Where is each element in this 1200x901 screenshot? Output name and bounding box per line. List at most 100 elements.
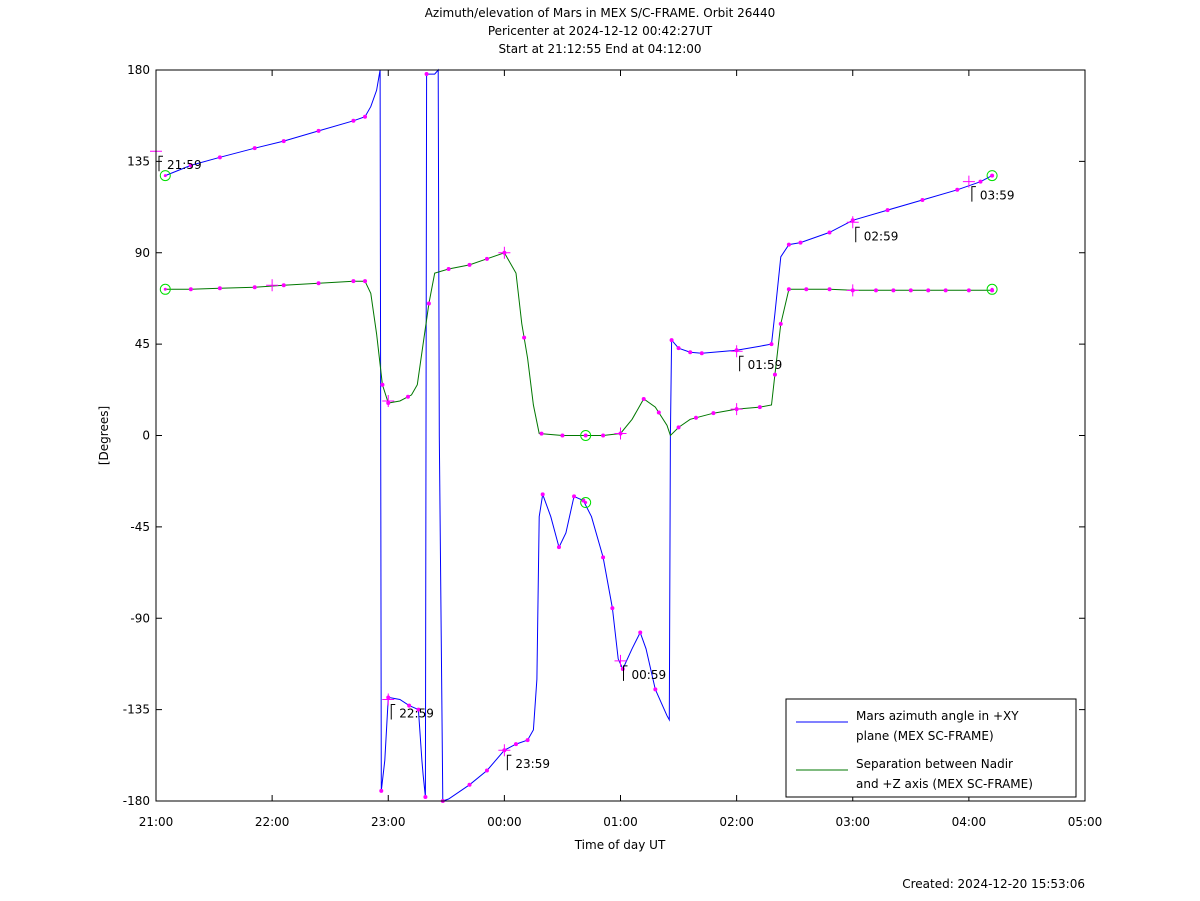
series-point xyxy=(786,287,791,292)
y-tick-label: 45 xyxy=(135,337,150,351)
series-point xyxy=(363,279,368,284)
series-point xyxy=(556,545,561,550)
x-tick-label: 02:00 xyxy=(719,815,754,829)
plot-frame xyxy=(155,69,1086,802)
series-point xyxy=(620,667,625,672)
hour-cross-marker xyxy=(614,427,627,440)
series-point xyxy=(484,256,489,261)
time-annotation-arrow xyxy=(158,155,163,172)
series-point xyxy=(688,350,693,355)
series-point xyxy=(539,431,544,436)
orbit-event-point xyxy=(163,174,167,178)
legend-box xyxy=(785,698,1077,798)
y-tick-label: -90 xyxy=(130,611,150,625)
hour-cross-marker xyxy=(846,216,859,229)
orbit-event-point xyxy=(584,501,588,505)
orbit-event-marker xyxy=(580,497,592,509)
chart-title-line: Pericenter at 2024-12-12 00:42:27UT xyxy=(488,24,713,38)
x-tick-label: 22:00 xyxy=(255,815,290,829)
legend-entry-text: Separation between Nadir xyxy=(856,757,1013,771)
hour-cross-marker xyxy=(498,246,511,259)
time-annotation-label: 01:59 xyxy=(748,358,783,372)
series-point xyxy=(769,342,774,347)
time-annotation-label: 00:59 xyxy=(632,668,667,682)
series-point xyxy=(525,738,530,743)
time-annotation-label: 03:59 xyxy=(980,189,1015,203)
series-point xyxy=(522,335,527,340)
x-tick-label: 00:00 xyxy=(487,815,522,829)
series-point xyxy=(827,230,832,235)
series-point xyxy=(217,286,222,291)
series-point xyxy=(426,301,431,306)
y-tick-label: -180 xyxy=(123,794,150,808)
series-point xyxy=(188,163,193,168)
x-tick-label: 05:00 xyxy=(1068,815,1103,829)
chart-title-line: Start at 21:12:55 End at 04:12:00 xyxy=(498,42,701,56)
time-annotation-label: 22:59 xyxy=(399,706,434,720)
series-point xyxy=(407,703,412,708)
time-annotation-arrow xyxy=(623,665,628,681)
series-point xyxy=(786,242,791,247)
series-point xyxy=(281,139,286,144)
y-tick-label: 180 xyxy=(127,63,150,77)
series-point xyxy=(351,279,356,284)
series-point xyxy=(217,155,222,160)
hour-cross-marker xyxy=(846,284,859,297)
series-point xyxy=(699,351,704,356)
orbit-event-marker xyxy=(986,283,998,295)
series-point xyxy=(676,346,681,351)
series-point xyxy=(656,410,661,415)
series-point xyxy=(885,208,890,213)
time-annotation-label: 02:59 xyxy=(864,229,899,243)
series-point xyxy=(380,382,385,387)
series-point xyxy=(188,287,193,292)
y-tick-label: -45 xyxy=(130,520,150,534)
time-annotation-arrow xyxy=(390,703,396,720)
series-point xyxy=(891,288,896,293)
created-timestamp: Created: 2024-12-20 15:53:06 xyxy=(902,877,1085,891)
series-point xyxy=(540,492,545,497)
legend-entry-text: and +Z axis (MEX SC-FRAME) xyxy=(856,777,1033,791)
hour-cross-marker xyxy=(730,403,743,416)
chart-markers: 21:59 22:59 23:59 00:59 01:59 02:59 03:59 xyxy=(150,72,1014,803)
legend: Mars azimuth angle in +XY plane (MEX SC-F… xyxy=(785,698,1077,798)
series-point xyxy=(484,768,489,773)
series-point xyxy=(926,288,931,293)
orbit-event-point xyxy=(990,174,994,178)
series-point xyxy=(669,338,674,343)
orbit-event-marker xyxy=(159,170,171,182)
time-annotation-label: 21:59 xyxy=(167,158,202,172)
hour-cross-marker xyxy=(730,345,743,358)
series-point xyxy=(316,281,321,286)
time-annotation-arrow xyxy=(739,355,744,372)
orbit-event-marker xyxy=(159,283,171,295)
series-point xyxy=(873,288,878,293)
orbit-event-point xyxy=(990,287,994,291)
hour-cross-marker xyxy=(962,175,975,188)
hour-cross-marker xyxy=(382,394,395,407)
series-point xyxy=(641,396,646,401)
series-point xyxy=(798,240,803,245)
legend-entry-text: Mars azimuth angle in +XY xyxy=(856,709,1019,723)
orbit-event-point xyxy=(163,287,167,291)
series-point xyxy=(827,287,832,292)
hour-cross-marker xyxy=(266,279,279,292)
series-point xyxy=(653,687,658,692)
x-tick-label: 03:00 xyxy=(835,815,870,829)
hour-cross-marker xyxy=(382,693,395,706)
series-point xyxy=(757,405,762,410)
axis-ticks: 21:00 22:00 23:00 00:00 01:00 02:00 03:00 04:00… xyxy=(123,63,1103,829)
orbit-event-marker xyxy=(986,170,998,182)
series-point xyxy=(252,146,257,151)
series-point xyxy=(693,415,698,420)
y-tick-label: 0 xyxy=(142,429,150,443)
x-axis-label: Time of day UT xyxy=(574,838,666,852)
series-point xyxy=(908,288,913,293)
series-point xyxy=(804,287,809,292)
x-tick-label: 23:00 xyxy=(371,815,406,829)
series-point xyxy=(978,179,983,184)
y-tick-label: 90 xyxy=(135,246,150,260)
time-annotation-arrow xyxy=(971,186,976,202)
legend-entry-text: plane (MEX SC-FRAME) xyxy=(856,729,994,743)
series-point xyxy=(943,288,948,293)
